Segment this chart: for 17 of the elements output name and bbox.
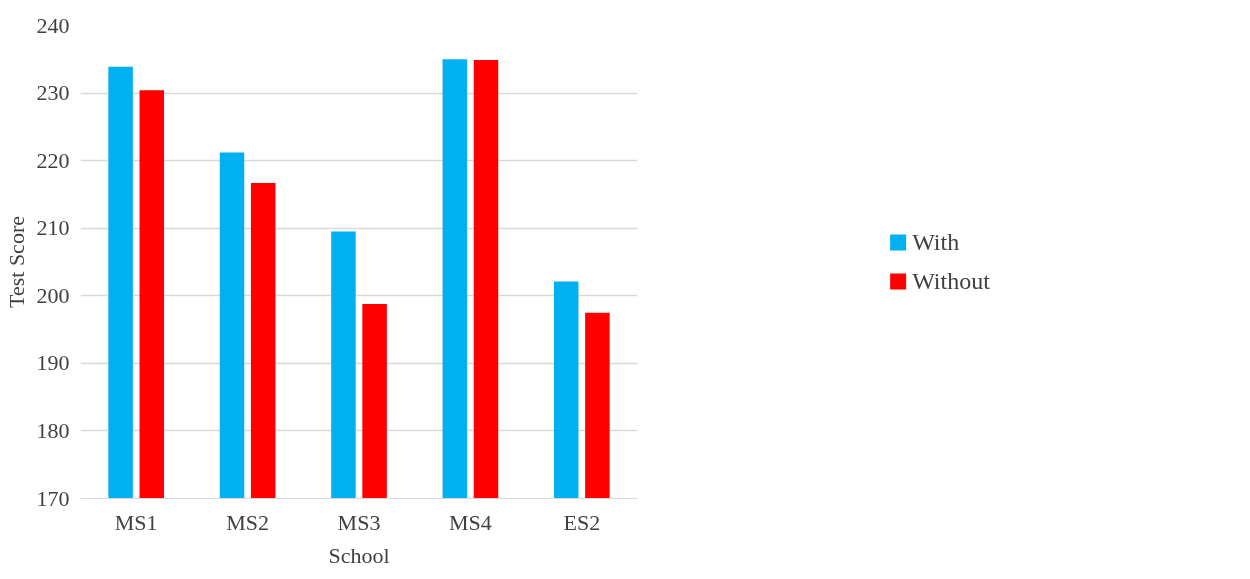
y-tick-label: 230 xyxy=(36,80,70,106)
legend-label: Without xyxy=(912,267,990,295)
x-tick-label: MS2 xyxy=(226,509,269,535)
legend-label: With xyxy=(912,228,960,256)
y-tick-label: 190 xyxy=(36,350,70,376)
x-tick-label: MS1 xyxy=(114,509,158,535)
y-tick-label: 210 xyxy=(36,215,70,241)
y-tick-label: 240 xyxy=(36,12,70,38)
y-axis-title: Test Score xyxy=(3,216,29,308)
y-tick-label: 200 xyxy=(36,282,70,308)
x-axis-title: School xyxy=(328,542,390,568)
y-tick-label: 220 xyxy=(36,147,70,173)
x-tick-label: MS4 xyxy=(449,509,492,535)
x-tick-label: MS3 xyxy=(337,509,381,535)
y-tick-label: 180 xyxy=(36,417,70,443)
x-tick-label: ES2 xyxy=(563,509,601,535)
y-tick-label: 170 xyxy=(36,485,70,511)
